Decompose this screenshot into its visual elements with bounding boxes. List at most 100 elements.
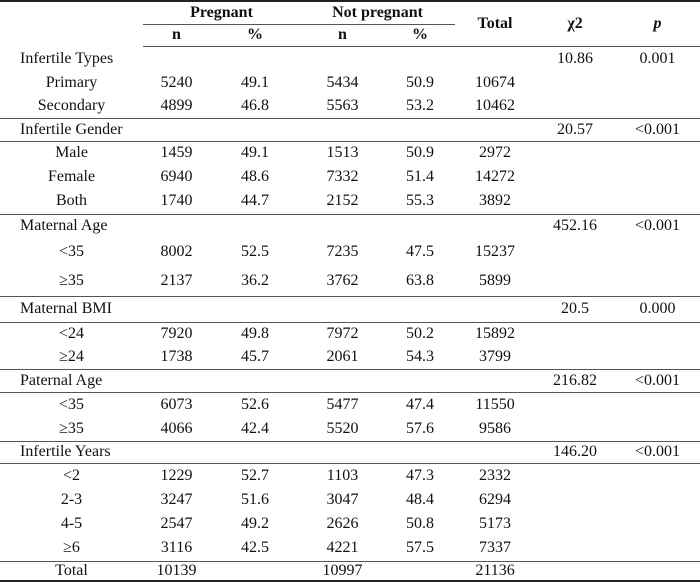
not-pregnant-pct: 50.9	[385, 140, 456, 165]
not-pregnant-n: 7332	[326, 168, 359, 185]
empty-cell	[210, 213, 300, 238]
empty-cell	[143, 440, 210, 463]
pregnant-n: 3116	[160, 539, 193, 557]
row-label: ≥6	[63, 539, 80, 557]
p-value: <0.001	[615, 117, 700, 141]
empty-cell	[535, 462, 616, 488]
row-label: <24	[0, 321, 143, 346]
header-not-pregnant: Not pregnant	[300, 1, 456, 25]
total-value: 15892	[455, 321, 536, 346]
empty-cell	[615, 418, 700, 441]
chi2-value: 10.86	[557, 49, 594, 67]
not-pregnant-n: 3762	[326, 271, 359, 289]
row-label: <35	[58, 243, 85, 260]
empty-cell	[615, 391, 700, 418]
header-total: Total	[455, 1, 536, 47]
empty-cell	[300, 368, 385, 392]
table-row: Female 6940 48.6 7332 51.4 14272	[0, 165, 700, 189]
empty-cell	[385, 46, 455, 71]
not-pregnant-n: 2152	[326, 192, 359, 210]
pregnant-pct: 51.6	[241, 491, 269, 508]
not-pregnant-pct: 47.4	[385, 391, 456, 418]
empty-cell	[535, 189, 615, 214]
empty-cell	[210, 440, 300, 463]
row-label: 2-3	[60, 491, 83, 508]
table-row: <35 8002 52.5 7235 47.5 15237	[0, 238, 700, 266]
empty-cell	[615, 165, 700, 189]
not-pregnant-n: 5434	[326, 74, 359, 91]
total-value: 2332	[455, 462, 536, 488]
p-value: <0.001	[615, 368, 700, 392]
not-pregnant-pct: 47.3	[385, 462, 456, 488]
table-row: Total 10139 10997 21136	[0, 560, 700, 581]
not-pregnant-n: 1513	[300, 140, 385, 165]
empty-cell	[535, 266, 615, 296]
chi2-value: 20.57	[535, 117, 616, 141]
empty-cell	[535, 238, 615, 266]
empty-cell	[300, 46, 385, 71]
pregnant-pct: 42.5	[241, 539, 269, 557]
chi2-value: 216.82	[535, 368, 616, 392]
empty-cell	[210, 368, 300, 392]
pregnant-pct: 49.1	[241, 74, 269, 91]
table-row: Secondary 4899 46.8 5563 53.2 10462	[0, 95, 700, 118]
pregnant-n: 6940	[160, 168, 193, 185]
not-pregnant-pct: 50.8	[406, 515, 434, 532]
empty-cell	[535, 512, 615, 536]
table-row: 2-3 3247 51.6 3047 48.4 6294	[0, 488, 700, 512]
pregnant-pct: 52.7	[210, 462, 300, 488]
pregnant-n: 4066	[160, 420, 193, 438]
chi2-value: 146.20	[535, 440, 616, 463]
table-row: <24 7920 49.8 7972 50.2 15892	[0, 321, 700, 346]
not-pregnant-pct: 55.3	[406, 192, 434, 210]
not-pregnant-n: 5563	[326, 97, 359, 115]
table-row: ≥6 3116 42.5 4221 57.5 7337	[0, 536, 700, 561]
not-pregnant-n: 5520	[326, 420, 359, 438]
empty-cell	[300, 440, 385, 463]
header-row-1: Pregnant Not pregnant Total χ2 p	[0, 1, 700, 47]
header-row-2: n % n %	[0, 24, 700, 47]
row-label: Primary	[45, 74, 98, 91]
pregnant-n: 2137	[160, 271, 193, 289]
empty-cell	[615, 321, 700, 346]
empty-cell	[615, 488, 700, 512]
pregnant-n: 7920	[143, 321, 210, 346]
total-value: 21136	[455, 560, 536, 581]
header-p: p	[615, 1, 700, 47]
total-value: 6294	[479, 491, 512, 508]
section-label: Infertile Types	[20, 49, 114, 67]
table-row: <35 6073 52.6 5477 47.4 11550	[0, 391, 700, 418]
total-value: 14272	[475, 168, 516, 185]
row-label: Secondary	[37, 97, 106, 115]
total-value: 3892	[479, 192, 512, 210]
empty-cell	[615, 95, 700, 118]
empty-cell	[615, 462, 700, 488]
total-value: 2972	[455, 140, 536, 165]
pregnant-n: 4899	[160, 97, 193, 115]
row-label: Female	[47, 168, 96, 185]
row-label: Male	[0, 140, 143, 165]
row-label: ≥35	[59, 271, 84, 289]
header-chi2: χ2	[535, 1, 616, 47]
not-pregnant-n: 10997	[300, 560, 385, 581]
not-pregnant-pct: 48.4	[406, 491, 434, 508]
row-label: 4-5	[60, 515, 83, 532]
section-label: Infertile Gender	[0, 117, 143, 141]
empty-cell	[615, 266, 700, 296]
not-pregnant-n: 2061	[326, 348, 359, 366]
section-label: Maternal BMI	[0, 295, 143, 322]
empty-cell	[535, 321, 616, 346]
pregnant-n: 1229	[143, 462, 210, 488]
empty-cell	[615, 140, 700, 165]
not-pregnant-pct: 54.3	[406, 348, 434, 366]
pregnant-n: 1459	[143, 140, 210, 165]
empty-cell	[300, 117, 385, 141]
table-row: Primary 5240 49.1 5434 50.9 10674	[0, 71, 700, 95]
total-value: 15237	[475, 243, 516, 260]
pregnant-n: 10139	[143, 560, 210, 581]
pregnant-pct: 44.7	[241, 192, 269, 210]
empty-cell	[615, 536, 700, 561]
empty-cell	[385, 440, 456, 463]
empty-cell	[615, 560, 700, 581]
